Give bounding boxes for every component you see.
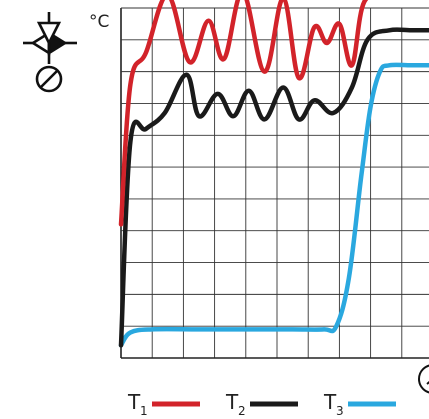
legend-label: T: [323, 390, 337, 414]
legend-label: T: [225, 390, 239, 414]
clock-icon: [418, 364, 429, 394]
series-line-t3: [118, 62, 429, 348]
legend-subscript: 3: [336, 404, 344, 418]
series-line-t2: [118, 27, 429, 348]
chart-grid: [120, 7, 429, 359]
legend-subscript: 1: [140, 404, 148, 418]
series-layer: [118, 0, 429, 348]
y-axis-unit: °C: [89, 12, 109, 32]
three-way-valve-icon: [23, 12, 77, 93]
legend-subscript: 2: [238, 404, 246, 418]
series-line-t1: [118, 0, 369, 227]
legend-label: T: [127, 390, 141, 414]
